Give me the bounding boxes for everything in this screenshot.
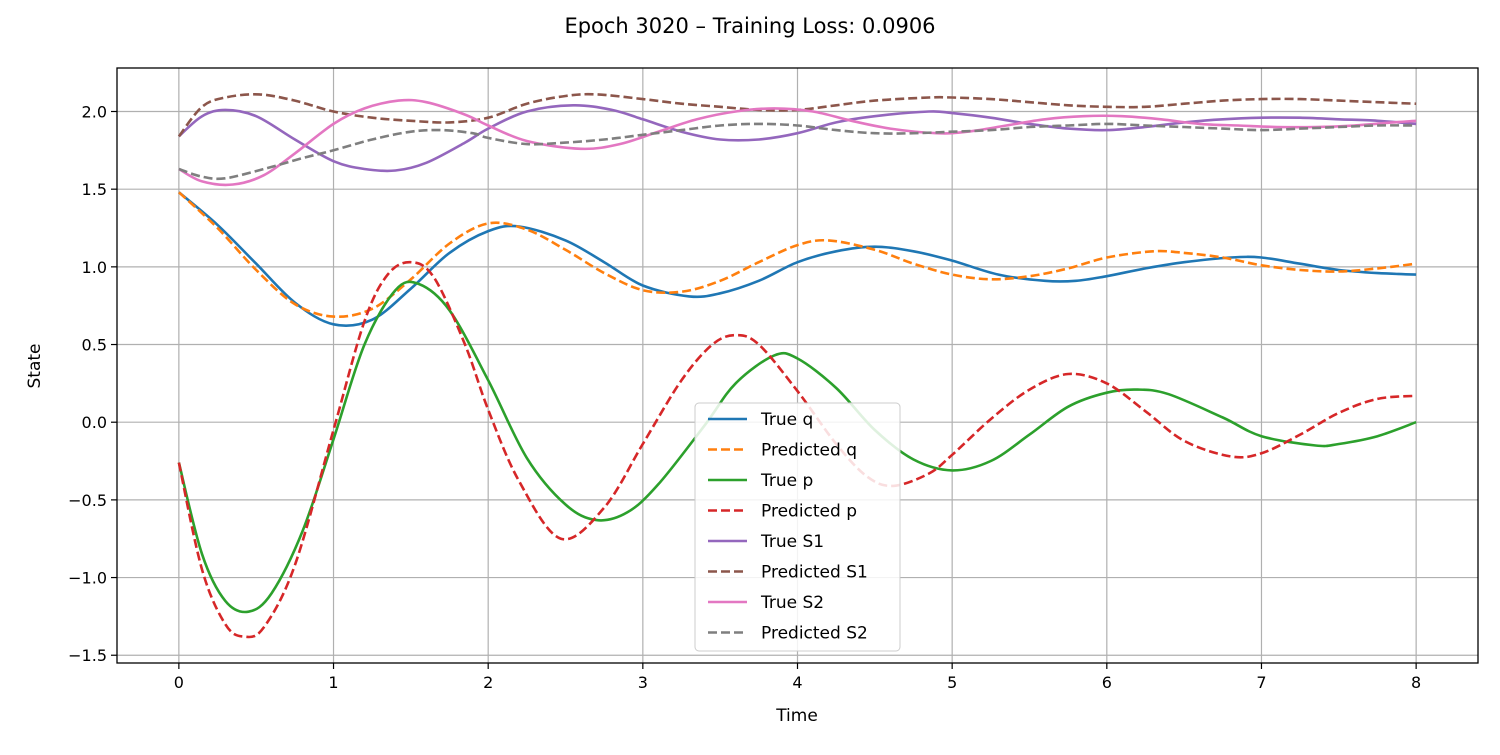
y-tick-label: −0.5 bbox=[68, 491, 107, 510]
legend-label: True p bbox=[760, 471, 813, 491]
series-line-predicted-s2 bbox=[178, 122, 1417, 181]
legend-label: True S1 bbox=[760, 532, 824, 552]
y-tick-label: −1.0 bbox=[68, 569, 107, 588]
y-tick-label: 1.0 bbox=[82, 258, 107, 277]
legend-label: True S2 bbox=[760, 593, 824, 613]
x-axis-ticks: 0 1 2 3 4 5 6 7 8 bbox=[174, 663, 1421, 692]
x-tick-label: 7 bbox=[1256, 673, 1266, 692]
series-line-predicted-q bbox=[178, 191, 1417, 319]
y-tick-label: 1.5 bbox=[82, 180, 107, 199]
x-tick-label: 0 bbox=[174, 673, 184, 692]
x-tick-label: 3 bbox=[638, 673, 648, 692]
y-axis-label: State bbox=[25, 344, 45, 389]
x-tick-label: 2 bbox=[483, 673, 493, 692]
x-tick-label: 8 bbox=[1411, 673, 1421, 692]
legend-label: Predicted S2 bbox=[761, 624, 868, 644]
series-line-true-s2 bbox=[178, 98, 1417, 187]
x-axis-label: Time bbox=[775, 706, 818, 726]
x-tick-label: 5 bbox=[947, 673, 957, 692]
legend-label: Predicted p bbox=[761, 502, 857, 522]
y-tick-label: 2.0 bbox=[82, 102, 107, 121]
series-line-predicted-p bbox=[177, 260, 1417, 639]
y-axis-ticks: −1.5 −1.0 −0.5 0.0 0.5 1.0 1.5 2.0 bbox=[68, 102, 117, 665]
chart-title: Epoch 3020 – Training Loss: 0.0906 bbox=[564, 14, 935, 38]
x-tick-label: 4 bbox=[792, 673, 802, 692]
y-tick-label: 0.0 bbox=[82, 413, 107, 432]
y-tick-label: −1.5 bbox=[68, 646, 107, 665]
series-line-true-s1 bbox=[178, 103, 1417, 173]
series-lines bbox=[177, 92, 1417, 639]
series-line-true-q bbox=[178, 191, 1417, 327]
x-tick-label: 1 bbox=[328, 673, 338, 692]
legend: True q Predicted q True p Predicted p True S… bbox=[694, 402, 901, 652]
legend-label: Predicted S1 bbox=[761, 563, 868, 583]
y-tick-label: 0.5 bbox=[82, 336, 107, 355]
legend-box bbox=[694, 402, 901, 652]
legend-label: Predicted q bbox=[761, 441, 857, 461]
x-tick-label: 6 bbox=[1102, 673, 1112, 692]
legend-label: True q bbox=[760, 410, 813, 430]
